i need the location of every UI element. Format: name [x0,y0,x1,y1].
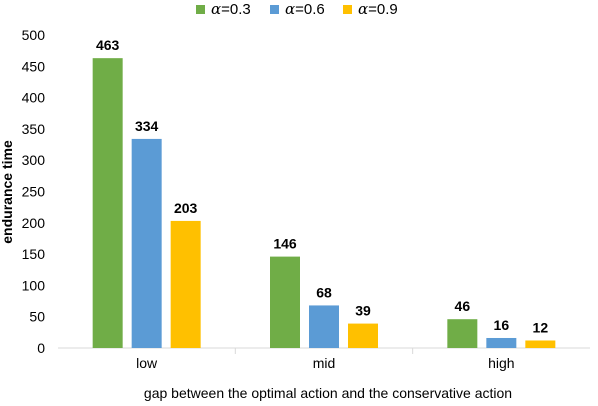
bar-mid-series-3 [348,323,378,348]
y-tick-label: 300 [22,152,46,168]
legend-symbol: α [285,0,295,18]
legend-entry: α=0.9 [358,0,398,18]
y-axis-ticks: 0 50 100 150 200 250 300 350 400 450 500 [22,27,46,356]
legend-symbol: α [211,0,221,18]
data-label: 146 [273,236,297,252]
bar-mid-series-1 [270,256,300,348]
bar-mid-series-2 [309,305,339,348]
data-label: 68 [316,284,332,300]
bar-high-series-2 [486,337,517,348]
data-label: 39 [355,303,371,319]
data-label: 16 [494,317,510,333]
y-tick-label: 50 [29,309,45,325]
x-tick-label: low [136,355,158,371]
x-axis-title: gap between the optimal action and the c… [144,385,512,401]
bar-high-series-3 [525,340,556,348]
data-label: 203 [174,200,198,216]
legend-symbol: α [358,0,368,18]
y-tick-label: 500 [22,27,46,43]
legend-swatch [196,5,205,14]
bar-high-series-1 [447,319,478,348]
bar-low-series-2 [131,138,162,348]
x-tick-label: high [488,355,514,371]
x-tick-label: mid [313,355,336,371]
bar-low-series-1 [92,58,123,349]
bars [92,58,556,349]
y-tick-label: 450 [22,58,46,74]
legend-swatch [343,5,352,14]
y-axis-title: endurance time [0,140,15,244]
data-label: 12 [533,319,549,335]
y-tick-label: 250 [22,184,46,200]
legend-swatch [270,5,279,14]
legend-entry: α=0.3 [211,0,251,18]
legend-value: =0.3 [221,1,251,18]
legend-value: =0.6 [295,1,325,18]
legend-value: =0.9 [368,1,398,18]
y-tick-label: 400 [22,90,46,106]
y-tick-label: 150 [22,246,46,262]
y-tick-label: 0 [37,340,45,356]
y-tick-label: 100 [22,277,46,293]
legend: α=0.3 α=0.6 α=0.9 [196,0,398,18]
data-label: 463 [96,37,120,53]
legend-entry: α=0.6 [285,0,325,18]
data-label: 46 [455,298,471,314]
bar-low-series-3 [170,220,201,348]
x-axis-ticks: low mid high [136,348,515,371]
y-tick-label: 350 [22,121,46,137]
data-label: 334 [135,118,159,134]
data-labels: 463 334 203 146 68 39 46 16 12 [96,37,548,335]
y-tick-label: 200 [22,215,46,231]
